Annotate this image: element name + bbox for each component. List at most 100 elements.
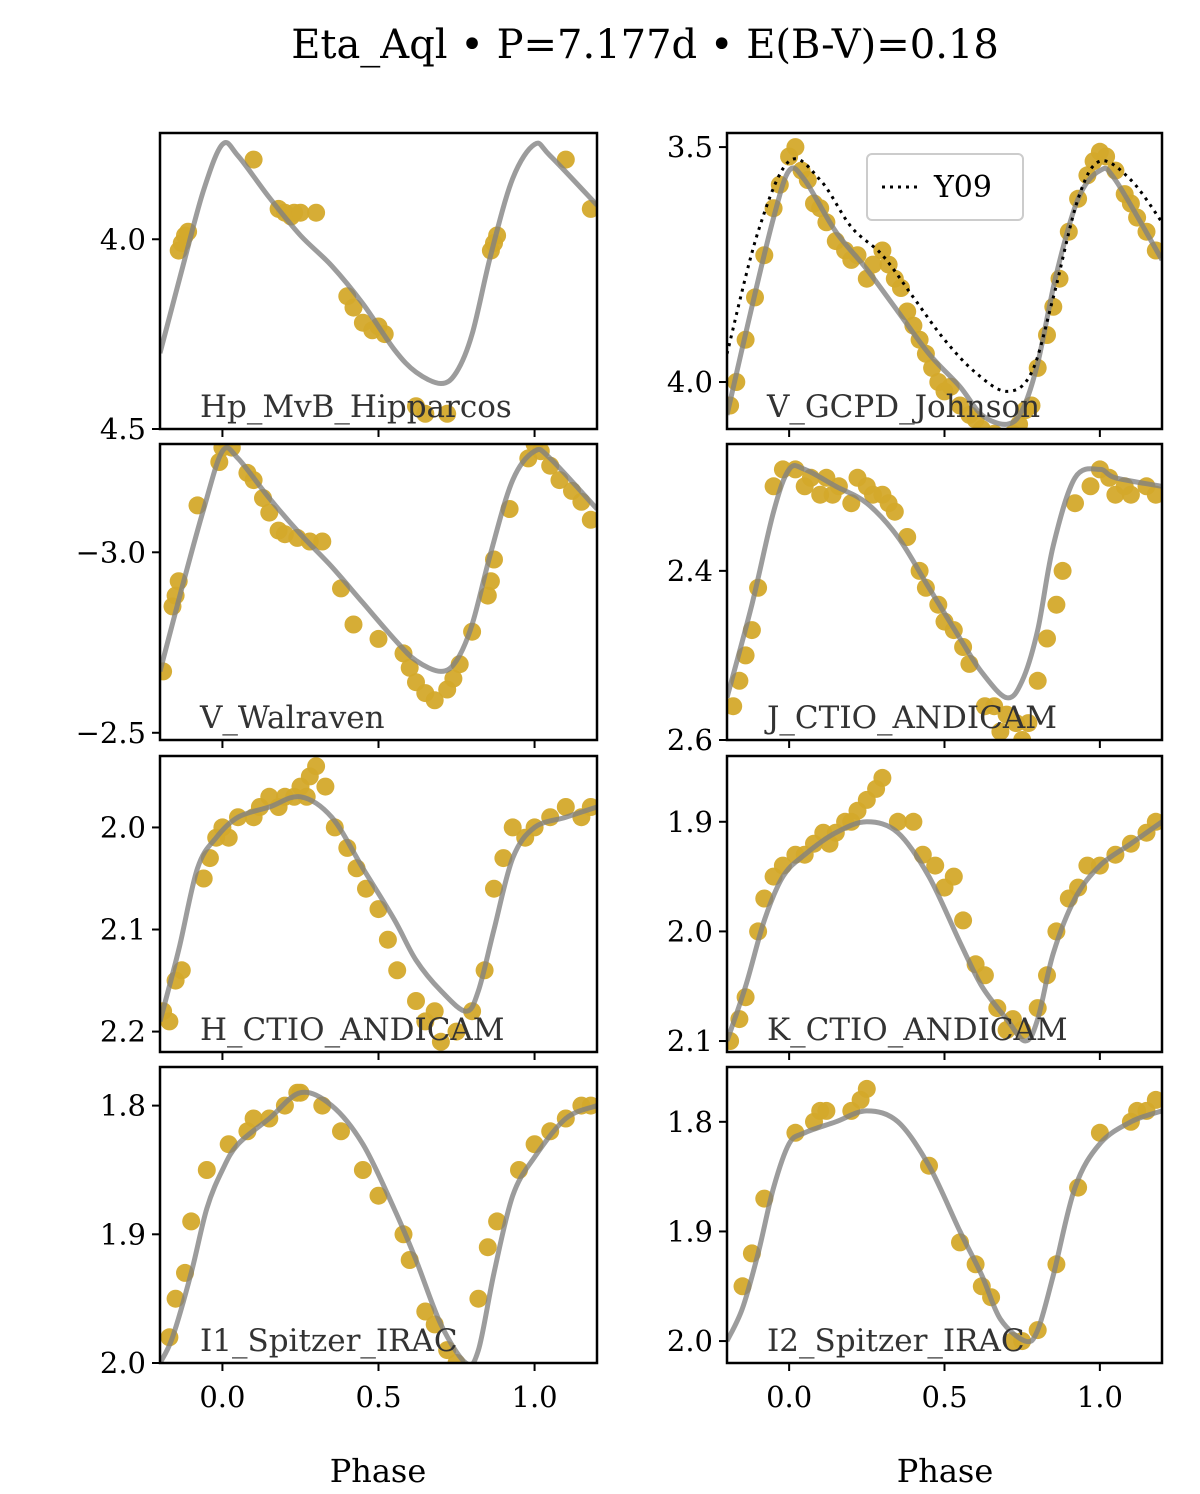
- data-point: [1066, 494, 1084, 513]
- x-tick-label: 0.0: [199, 1380, 245, 1414]
- plot-area: [727, 138, 1162, 429]
- data-point: [425, 691, 444, 710]
- data-point: [291, 203, 310, 222]
- panel-j-ctio-andicam: 2.4 2.6 J_CTIO_ANDICAM: [667, 442, 1164, 757]
- data-point: [1038, 629, 1056, 648]
- data-point: [727, 697, 743, 716]
- data-point: [1081, 477, 1100, 496]
- panel-label: J_CTIO_ANDICAM: [764, 700, 1057, 736]
- data-point: [986, 424, 1002, 429]
- y-tick-label: 2.0: [100, 810, 146, 844]
- data-point: [503, 818, 522, 837]
- data-point: [244, 150, 263, 169]
- x-axis-label-right: Phase: [897, 1452, 994, 1490]
- data-point: [425, 1002, 444, 1021]
- y-tick-label: −3.0: [76, 535, 146, 569]
- plot-area: [160, 1083, 597, 1363]
- x-tick-label: 0.0: [766, 1380, 812, 1414]
- panel-label: V_GCPD_Johnson: [766, 389, 1040, 425]
- data-point: [166, 1289, 185, 1308]
- y-tick-label: 2.4: [667, 554, 713, 588]
- data-point: [811, 485, 830, 504]
- y-tick-label: 2.0: [667, 1324, 713, 1358]
- y-tick-label: 2.1: [667, 1024, 713, 1058]
- data-point: [488, 1212, 507, 1231]
- data-point: [316, 777, 335, 796]
- data-point: [485, 879, 503, 898]
- plot-area: [727, 1079, 1162, 1351]
- data-point: [378, 930, 397, 949]
- data-point: [926, 856, 945, 875]
- x-tick-label: 0.5: [355, 1380, 401, 1414]
- model-curve: [160, 140, 597, 387]
- panels-group: 4.0 4.5 Hp_MvB_Hipparcos 3.5 4.0 V_GCPD_Johns…: [76, 130, 1164, 1414]
- data-point: [1146, 1090, 1162, 1109]
- y-tick-label: 1.9: [100, 1217, 146, 1251]
- data-point: [416, 404, 435, 423]
- data-point: [313, 532, 332, 551]
- data-point: [1121, 485, 1140, 504]
- data-point: [817, 1101, 836, 1120]
- data-point: [972, 420, 991, 429]
- plot-area: [727, 460, 1162, 740]
- x-tick-label: 1.0: [512, 1380, 558, 1414]
- model-curve: [727, 1108, 1162, 1345]
- chart-title: Eta_Aql • P=7.177d • E(B-V)=0.18: [291, 22, 999, 68]
- data-point: [1053, 561, 1072, 580]
- plot-area: [727, 768, 1162, 1050]
- model-curve: [727, 165, 1162, 427]
- data-point: [344, 298, 363, 317]
- data-point: [873, 241, 892, 260]
- model-curve: [727, 463, 1162, 701]
- data-point: [160, 1012, 179, 1031]
- y-tick-label: 2.0: [100, 1346, 146, 1380]
- x-tick-label: 1.0: [1077, 1380, 1123, 1414]
- data-point: [447, 1022, 466, 1041]
- y-tick-label: 1.9: [667, 1214, 713, 1248]
- y-tick-label: 2.0: [667, 914, 713, 948]
- data-point: [353, 1161, 372, 1179]
- data-point: [400, 658, 419, 677]
- model-curve: [727, 819, 1162, 1044]
- panel-label: V_Walraven: [199, 700, 385, 736]
- data-point: [1028, 671, 1047, 690]
- model-curve: [160, 794, 597, 1023]
- data-point: [172, 961, 191, 980]
- panel-i1-spitzer-irac: 1.8 1.9 2.0 0.0 0.5 1.0 I1_Spitzer_IRAC: [100, 1065, 599, 1414]
- axes-frame: [158, 131, 599, 431]
- x-axis-label-left: Phase: [330, 1452, 427, 1490]
- y-tick-label: 2.1: [100, 913, 146, 947]
- data-point: [469, 1289, 488, 1308]
- panel-k-ctio-andicam: 1.9 2.0 2.1 K_CTIO_ANDICAM: [667, 754, 1164, 1060]
- y-tick-label: 1.8: [100, 1089, 146, 1123]
- data-point: [954, 911, 973, 930]
- data-point: [494, 849, 513, 868]
- data-point: [873, 768, 892, 787]
- data-point: [478, 1238, 497, 1257]
- data-point: [394, 644, 413, 663]
- data-point: [307, 203, 326, 222]
- data-point: [431, 1032, 450, 1051]
- y-tick-label: 2.6: [667, 723, 713, 757]
- y-tick-label: 4.5: [100, 412, 146, 446]
- data-point: [194, 869, 213, 888]
- data-point: [197, 1161, 216, 1179]
- data-point: [388, 961, 407, 980]
- plot-area: [160, 444, 597, 710]
- data-point: [1146, 485, 1162, 504]
- legend: Y09: [866, 153, 1024, 221]
- panel-label: K_CTIO_ANDICAM: [767, 1012, 1068, 1048]
- panel-hp-mvb-hipparcos: 4.0 4.5 Hp_MvB_Hipparcos: [100, 131, 599, 446]
- panel-label: H_CTIO_ANDICAM: [200, 1012, 505, 1048]
- data-point: [1013, 731, 1032, 740]
- data-point: [444, 669, 463, 688]
- data-point: [944, 867, 963, 886]
- data-point: [904, 812, 923, 831]
- data-point: [991, 722, 1010, 740]
- model-curve: [160, 445, 597, 674]
- data-point: [332, 1122, 350, 1141]
- data-point: [857, 1079, 876, 1098]
- axes-frame: [725, 1065, 1164, 1365]
- data-point: [1007, 714, 1025, 733]
- legend-box: [866, 153, 1024, 221]
